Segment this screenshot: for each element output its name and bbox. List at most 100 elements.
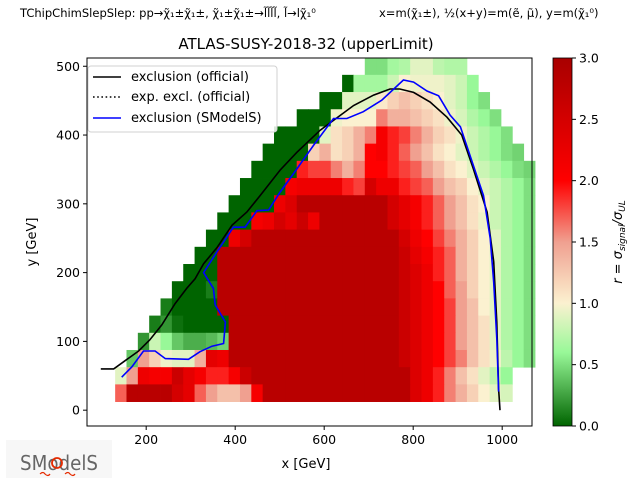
- heatmap-cell: [455, 212, 468, 231]
- heatmap-cell: [171, 367, 184, 385]
- heatmap-cell: [410, 178, 422, 196]
- heatmap-cell: [466, 143, 479, 162]
- heatmap-cell: [319, 195, 332, 213]
- heatmap-cell: [523, 349, 536, 368]
- heatmap-cell: [296, 281, 309, 299]
- heatmap-cell: [398, 264, 411, 282]
- heatmap-cell: [251, 246, 264, 265]
- heatmap-cell: [410, 160, 422, 179]
- heatmap-cell: [342, 178, 354, 196]
- heatmap-cell: [251, 212, 264, 231]
- heatmap-cell: [410, 195, 422, 213]
- heatmap-cell: [421, 281, 434, 299]
- logo-text: SModelS: [20, 451, 98, 475]
- heatmap-cell: [466, 349, 479, 368]
- heatmap-cell: [421, 264, 434, 282]
- heatmap-cell: [228, 332, 241, 351]
- heatmap-cell: [183, 332, 195, 351]
- heatmap-cell: [239, 367, 252, 385]
- heatmap-cell: [126, 349, 139, 368]
- colorbar-label-mid: /σ: [611, 211, 626, 225]
- heatmap-cell: [398, 92, 411, 110]
- heatmap-cell: [353, 178, 366, 196]
- heatmap-cell: [398, 315, 411, 334]
- heatmap-cell: [364, 195, 377, 213]
- heatmap-cell: [308, 384, 320, 402]
- heatmap-cell: [376, 246, 388, 265]
- heatmap-cell: [330, 212, 343, 231]
- heatmap-cell: [376, 384, 388, 402]
- heatmap-cell: [274, 264, 286, 282]
- heatmap-cell: [285, 160, 298, 179]
- heatmap-cell: [376, 298, 388, 316]
- x-tick-label: 200: [134, 432, 158, 447]
- colorbar-tick-label: 3.0: [579, 51, 599, 66]
- heatmap-cell: [421, 160, 434, 179]
- heatmap-cell: [296, 384, 309, 402]
- heatmap-cell: [239, 332, 252, 351]
- heatmap-cell: [353, 281, 366, 299]
- heatmap-cell: [319, 92, 332, 110]
- heatmap-cell: [262, 298, 275, 316]
- colorbar-label-sub2: UL: [618, 200, 628, 212]
- heatmap-cell: [126, 367, 139, 385]
- y-tick-label: 100: [56, 334, 80, 349]
- heatmap-cell: [262, 195, 275, 213]
- heatmap-cell: [319, 298, 332, 316]
- heatmap-cell: [342, 126, 354, 145]
- heatmap-cell: [523, 212, 536, 231]
- heatmap-cell: [319, 143, 332, 162]
- heatmap-cell: [466, 281, 479, 299]
- heatmap-cell: [353, 212, 366, 231]
- heatmap-cell: [183, 281, 195, 299]
- heatmap-cell: [466, 109, 479, 127]
- heatmap-cell: [432, 57, 445, 76]
- x-tick-label: 600: [312, 432, 336, 447]
- colorbar-ticks: 0.0 0.5 1.0 1.5 2.0 2.5 3.0: [572, 51, 599, 434]
- heatmap-cell: [410, 298, 422, 316]
- heatmap-cell: [421, 57, 434, 76]
- heatmap-cell: [466, 367, 479, 385]
- heatmap-cell: [387, 281, 400, 299]
- heatmap-cell: [274, 349, 286, 368]
- heatmap-cell: [228, 384, 241, 402]
- heatmap-cell: [319, 246, 332, 265]
- heatmap-cell: [387, 384, 400, 402]
- heatmap-cell: [421, 178, 434, 196]
- heatmap-cell: [353, 332, 366, 351]
- heatmap-cell: [319, 384, 332, 402]
- heatmap-cell: [285, 178, 298, 196]
- heatmap-cell: [455, 349, 468, 368]
- heatmap-cell: [262, 229, 275, 248]
- heatmap-cell: [466, 332, 479, 351]
- heatmap-cell: [308, 160, 320, 179]
- colorbar-tick-label: 2.5: [579, 112, 599, 127]
- heatmap-cell: [239, 384, 252, 402]
- heatmap-cell: [137, 367, 150, 385]
- heatmap-cell: [512, 212, 525, 231]
- heatmap-cell: [205, 281, 218, 299]
- heatmap-cell: [410, 246, 422, 265]
- heatmap-cell: [308, 109, 320, 127]
- heatmap-cell: [387, 143, 400, 162]
- heatmap-cell: [285, 349, 298, 368]
- heatmap-cell: [342, 92, 354, 110]
- heatmap-cell: [274, 367, 286, 385]
- heatmap-cell: [398, 229, 411, 248]
- heatmap-cell: [455, 57, 468, 76]
- heatmap-cell: [205, 315, 218, 334]
- heatmap-cell: [512, 229, 525, 248]
- heatmap-cell: [319, 349, 332, 368]
- heatmap-cell: [500, 315, 513, 334]
- heatmap-cell: [489, 229, 502, 248]
- heatmap-cell: [330, 246, 343, 265]
- heatmap-cell: [205, 384, 218, 402]
- heatmap-cell: [432, 315, 445, 334]
- heatmap-cell: [478, 332, 491, 351]
- x-tick-label: 800: [401, 432, 425, 447]
- heatmap-cell: [478, 109, 491, 127]
- heatmap-cell: [160, 384, 173, 402]
- heatmap-cell: [376, 126, 388, 145]
- heatmap-cell: [444, 264, 456, 282]
- heatmap-cell: [455, 384, 468, 402]
